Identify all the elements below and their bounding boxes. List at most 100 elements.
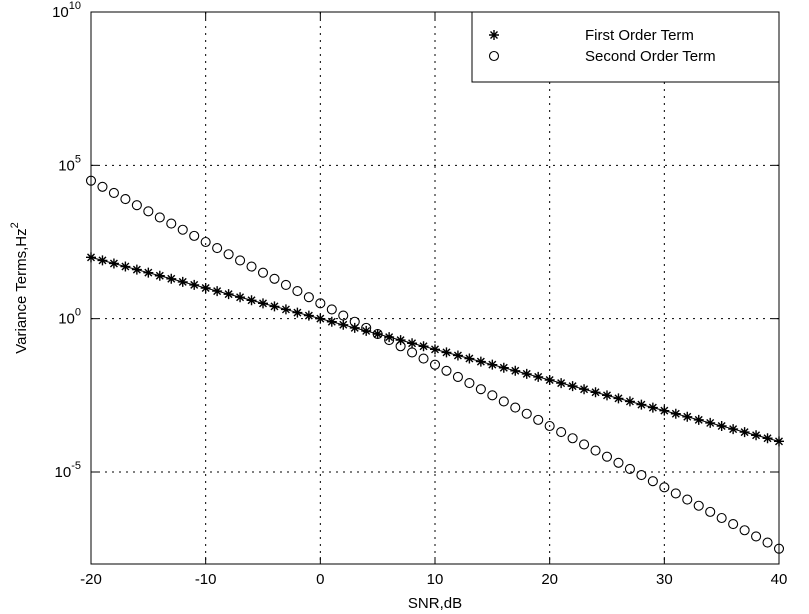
data-point — [762, 537, 773, 548]
legend-label: First Order Term — [585, 27, 694, 44]
data-point — [430, 344, 440, 355]
data-point — [441, 347, 452, 358]
data-point — [212, 243, 223, 254]
data-point — [326, 316, 337, 327]
data-point — [670, 488, 681, 499]
data-point — [154, 270, 165, 281]
data-point — [567, 381, 578, 392]
data-point — [143, 206, 154, 217]
data-point — [303, 310, 314, 321]
data-point — [349, 322, 360, 333]
data-point — [693, 500, 704, 511]
data-point — [613, 457, 624, 468]
legend-label: Second Order Term — [585, 48, 716, 65]
data-point — [452, 371, 463, 382]
x-tick-label: 40 — [771, 571, 788, 588]
data-point — [212, 286, 223, 297]
data-point — [120, 261, 131, 272]
data-point — [464, 353, 475, 364]
data-point — [670, 408, 681, 419]
data-point — [521, 368, 532, 379]
data-point — [280, 279, 291, 290]
data-point — [556, 378, 567, 389]
x-tick-label: 30 — [656, 571, 673, 588]
legend-marker — [489, 30, 499, 40]
data-point — [487, 390, 498, 401]
data-point — [590, 387, 601, 398]
data-point — [452, 350, 463, 361]
y-tick-label: 100 — [58, 307, 81, 328]
data-point — [487, 359, 498, 370]
data-point — [429, 359, 441, 370]
data-point — [108, 258, 119, 269]
data-point — [177, 224, 188, 235]
y-tick-base: 10 — [55, 464, 72, 481]
data-point — [315, 298, 326, 309]
data-point — [246, 261, 257, 272]
data-point — [624, 463, 635, 474]
y-tick-label: 10-5 — [55, 460, 81, 481]
data-point — [682, 494, 693, 505]
data-point — [189, 230, 200, 241]
data-point — [235, 255, 246, 266]
data-point — [521, 408, 532, 419]
data-point — [154, 212, 165, 223]
data-point — [636, 399, 647, 410]
y-tick-label: 1010 — [52, 0, 81, 21]
data-point — [762, 433, 773, 444]
data-point — [418, 341, 429, 352]
y-tick-label: 105 — [58, 153, 81, 174]
x-tick-label: 0 — [316, 571, 324, 588]
data-point — [716, 421, 727, 432]
y-tick-exponent: 5 — [75, 153, 81, 165]
data-point — [636, 470, 647, 481]
data-point — [773, 543, 785, 554]
data-point — [303, 292, 314, 303]
data-point — [292, 286, 303, 297]
data-point — [257, 267, 269, 278]
data-point — [361, 322, 372, 333]
data-point — [774, 436, 784, 447]
data-point — [601, 451, 613, 462]
y-tick-exponent: 10 — [69, 0, 81, 12]
data-point — [544, 420, 555, 432]
data-point — [498, 362, 509, 373]
data-point — [131, 264, 142, 275]
data-point — [705, 417, 716, 428]
data-point — [613, 393, 624, 404]
data-point — [602, 390, 612, 401]
y-tick-base: 10 — [52, 4, 69, 21]
data-point — [407, 338, 418, 349]
data-point — [384, 335, 395, 346]
data-point — [751, 531, 762, 542]
data-point — [579, 384, 590, 395]
data-point — [407, 347, 418, 358]
data-point — [235, 292, 246, 303]
data-point — [728, 519, 739, 530]
data-point — [315, 313, 326, 324]
x-tick-label: 20 — [541, 571, 558, 588]
data-point — [682, 411, 693, 422]
x-axis-label: SNR,dB — [408, 595, 462, 612]
plot-frame — [90, 11, 780, 565]
data-point — [579, 439, 590, 450]
data-point — [223, 249, 234, 260]
data-point — [372, 328, 383, 340]
legend-marker — [488, 50, 500, 62]
x-tick-label: 10 — [427, 571, 444, 588]
data-point — [338, 319, 349, 330]
data-point — [166, 273, 177, 284]
data-point — [258, 298, 268, 309]
data-point — [97, 181, 108, 192]
data-point — [464, 378, 475, 389]
data-point — [349, 316, 360, 327]
data-point — [441, 365, 452, 376]
data-point — [705, 506, 716, 517]
x-tick-label: -10 — [195, 571, 217, 588]
data-point — [269, 273, 280, 284]
data-point — [86, 252, 96, 263]
data-point — [292, 307, 303, 318]
x-tick-label: -20 — [80, 571, 102, 588]
y-tick-base: 10 — [58, 311, 75, 328]
